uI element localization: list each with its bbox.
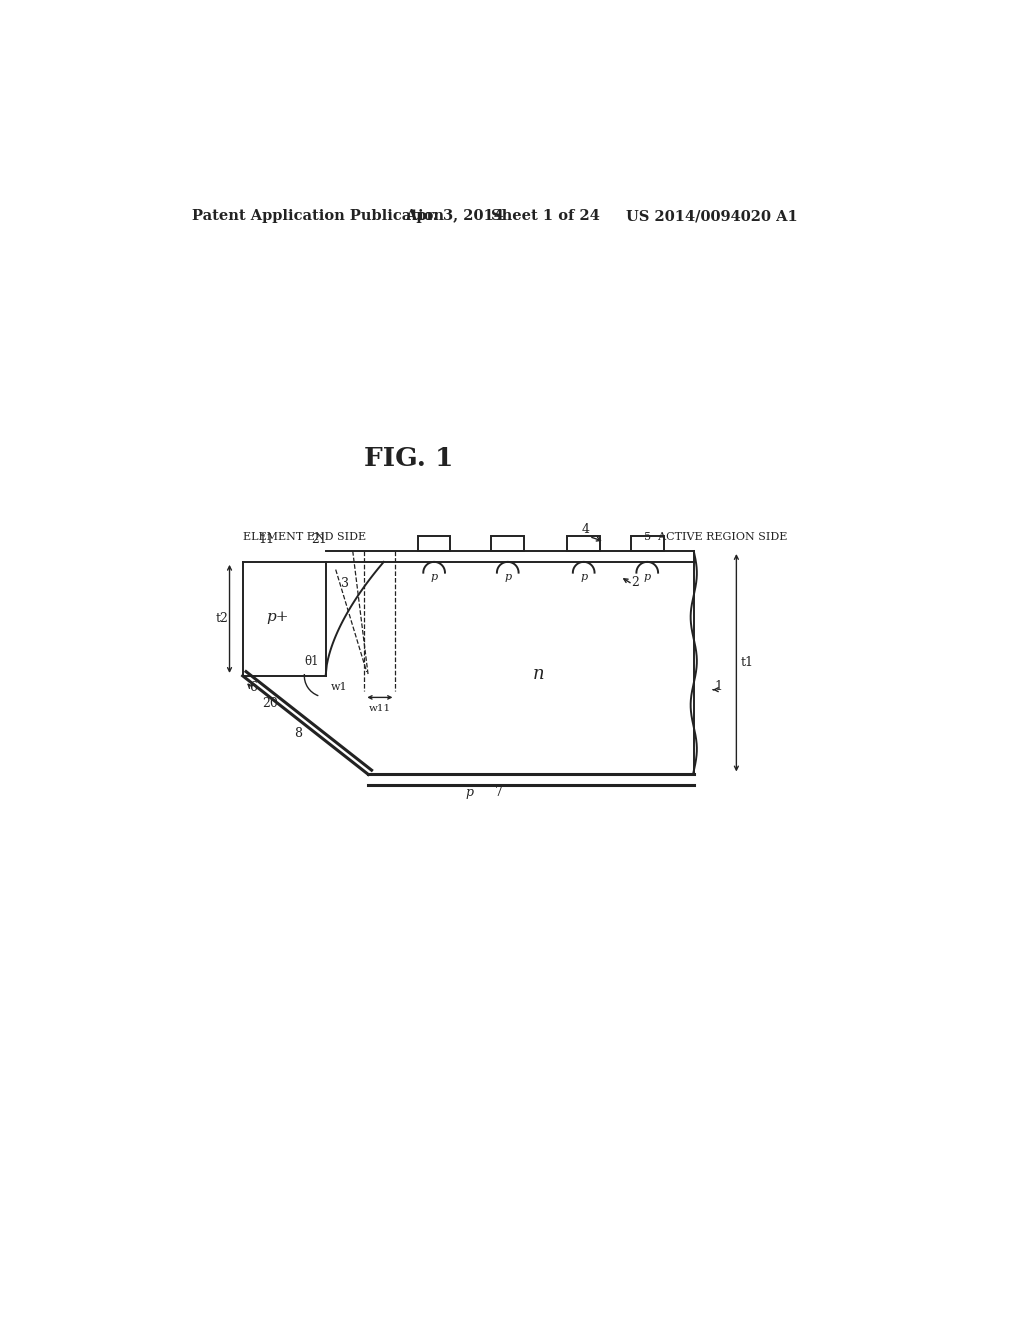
- Text: p+: p+: [266, 610, 289, 623]
- Text: 3: 3: [341, 577, 349, 590]
- Text: t2: t2: [215, 612, 228, 626]
- Text: 11: 11: [258, 533, 274, 545]
- Text: ELEMENT END SIDE: ELEMENT END SIDE: [243, 532, 366, 543]
- Text: 6: 6: [249, 681, 257, 694]
- Text: p: p: [581, 572, 587, 582]
- Bar: [418, 536, 451, 552]
- Bar: [567, 536, 600, 552]
- Text: Sheet 1 of 24: Sheet 1 of 24: [490, 209, 600, 223]
- Text: p: p: [644, 572, 651, 582]
- Text: θ1: θ1: [304, 656, 318, 668]
- Text: w11: w11: [369, 705, 391, 713]
- Bar: [492, 536, 524, 552]
- Text: 1: 1: [715, 680, 723, 693]
- Text: p: p: [465, 785, 473, 799]
- Text: 7: 7: [495, 785, 503, 799]
- Text: 8: 8: [294, 727, 302, 739]
- Text: p: p: [430, 572, 437, 582]
- Text: 2: 2: [632, 576, 640, 589]
- Text: 21: 21: [311, 533, 328, 545]
- Text: FIG. 1: FIG. 1: [364, 446, 454, 471]
- Text: 4: 4: [582, 524, 589, 536]
- Text: w1: w1: [331, 681, 348, 692]
- Bar: [631, 536, 664, 552]
- Text: n: n: [532, 665, 545, 684]
- Text: p: p: [504, 572, 511, 582]
- Text: Apr. 3, 2014: Apr. 3, 2014: [404, 209, 504, 223]
- Text: t1: t1: [740, 656, 754, 669]
- Text: 5  ACTIVE REGION SIDE: 5 ACTIVE REGION SIDE: [644, 532, 787, 543]
- Text: Patent Application Publication: Patent Application Publication: [193, 209, 444, 223]
- Text: US 2014/0094020 A1: US 2014/0094020 A1: [627, 209, 798, 223]
- Text: 20: 20: [262, 697, 278, 710]
